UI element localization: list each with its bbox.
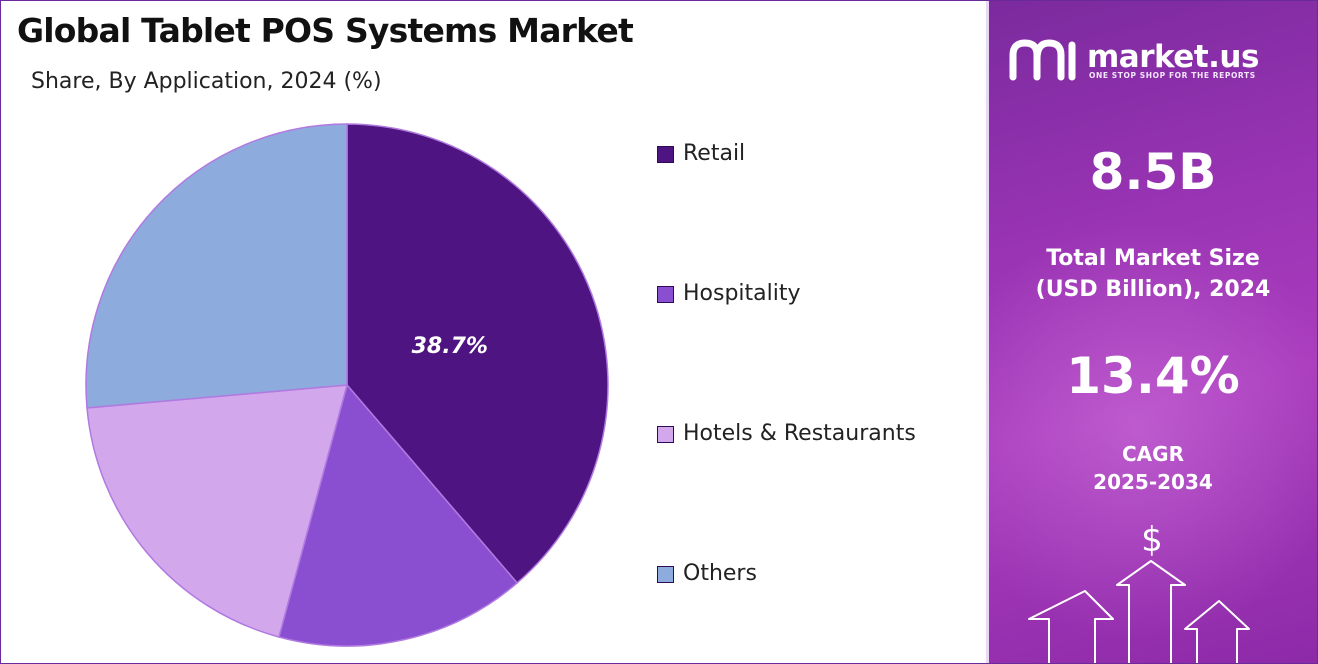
- arrow-right-icon: [1184, 600, 1250, 663]
- market-size-value: 8.5B: [1089, 143, 1217, 201]
- market-us-logo-icon: [1009, 39, 1076, 81]
- legend-item-others: Others: [657, 558, 757, 588]
- data-label-retail: 38.7%: [412, 334, 488, 359]
- pie-slices: [85, 123, 609, 647]
- panel-glow: [989, 221, 1317, 641]
- chart-subtitle: Share, By Application, 2024 (%): [31, 69, 382, 94]
- legend-swatch-others: [657, 565, 674, 583]
- pie-slice-hotels-restaurants: [86, 384, 349, 638]
- growth-arrows-icon: $: [1028, 520, 1250, 663]
- legend-item-hotels-restaurants: Hotels & Restaurants: [657, 418, 916, 448]
- brand: market.us ONE STOP SHOP FOR THE REPORTS: [1009, 37, 1309, 87]
- legend-label-others: Others: [683, 560, 757, 586]
- pie-slice-others: [85, 123, 348, 409]
- legend-label-hospitality: Hospitality: [683, 280, 801, 306]
- chart-area: Global Tablet POS Systems Market Share, …: [1, 1, 986, 663]
- legend-swatch-hospitality: [657, 285, 674, 303]
- legend-label-retail: Retail: [683, 140, 746, 166]
- legend-item-retail: Retail: [657, 138, 745, 168]
- legend-item-hospitality: Hospitality: [657, 278, 801, 308]
- arrow-center-icon: [1116, 560, 1186, 663]
- market-size-label-line1: Total Market Size: [1046, 246, 1260, 271]
- panel-divider: [986, 1, 989, 663]
- legend: Retail Hospitality Hotels & Restaurants …: [657, 1, 977, 663]
- legend-swatch-hotels-restaurants: [657, 425, 674, 443]
- pie-chart: 38.7%: [85, 123, 609, 647]
- legend-label-hotels-restaurants: Hotels & Restaurants: [683, 420, 916, 446]
- cagr-label-line2: 2025-2034: [1093, 470, 1213, 494]
- dollar-icon: $: [1141, 520, 1163, 560]
- cagr-label-line1: CAGR: [1122, 442, 1184, 466]
- chart-title: Global Tablet POS Systems Market: [17, 11, 634, 50]
- pie-slice-hospitality: [278, 383, 519, 647]
- brand-name: market.us: [1087, 39, 1259, 75]
- cagr-value: 13.4%: [1066, 347, 1240, 405]
- legend-swatch-retail: [657, 145, 674, 163]
- brand-tagline: ONE STOP SHOP FOR THE REPORTS: [1089, 71, 1256, 80]
- market-size-label-line2: (USD Billion), 2024: [1035, 277, 1271, 302]
- pie-slice-retail: [346, 123, 609, 584]
- arrow-left-icon: [1028, 590, 1114, 663]
- pie-labels: 38.7%: [412, 334, 488, 359]
- summary-panel: market.us ONE STOP SHOP FOR THE REPORTS …: [989, 1, 1317, 663]
